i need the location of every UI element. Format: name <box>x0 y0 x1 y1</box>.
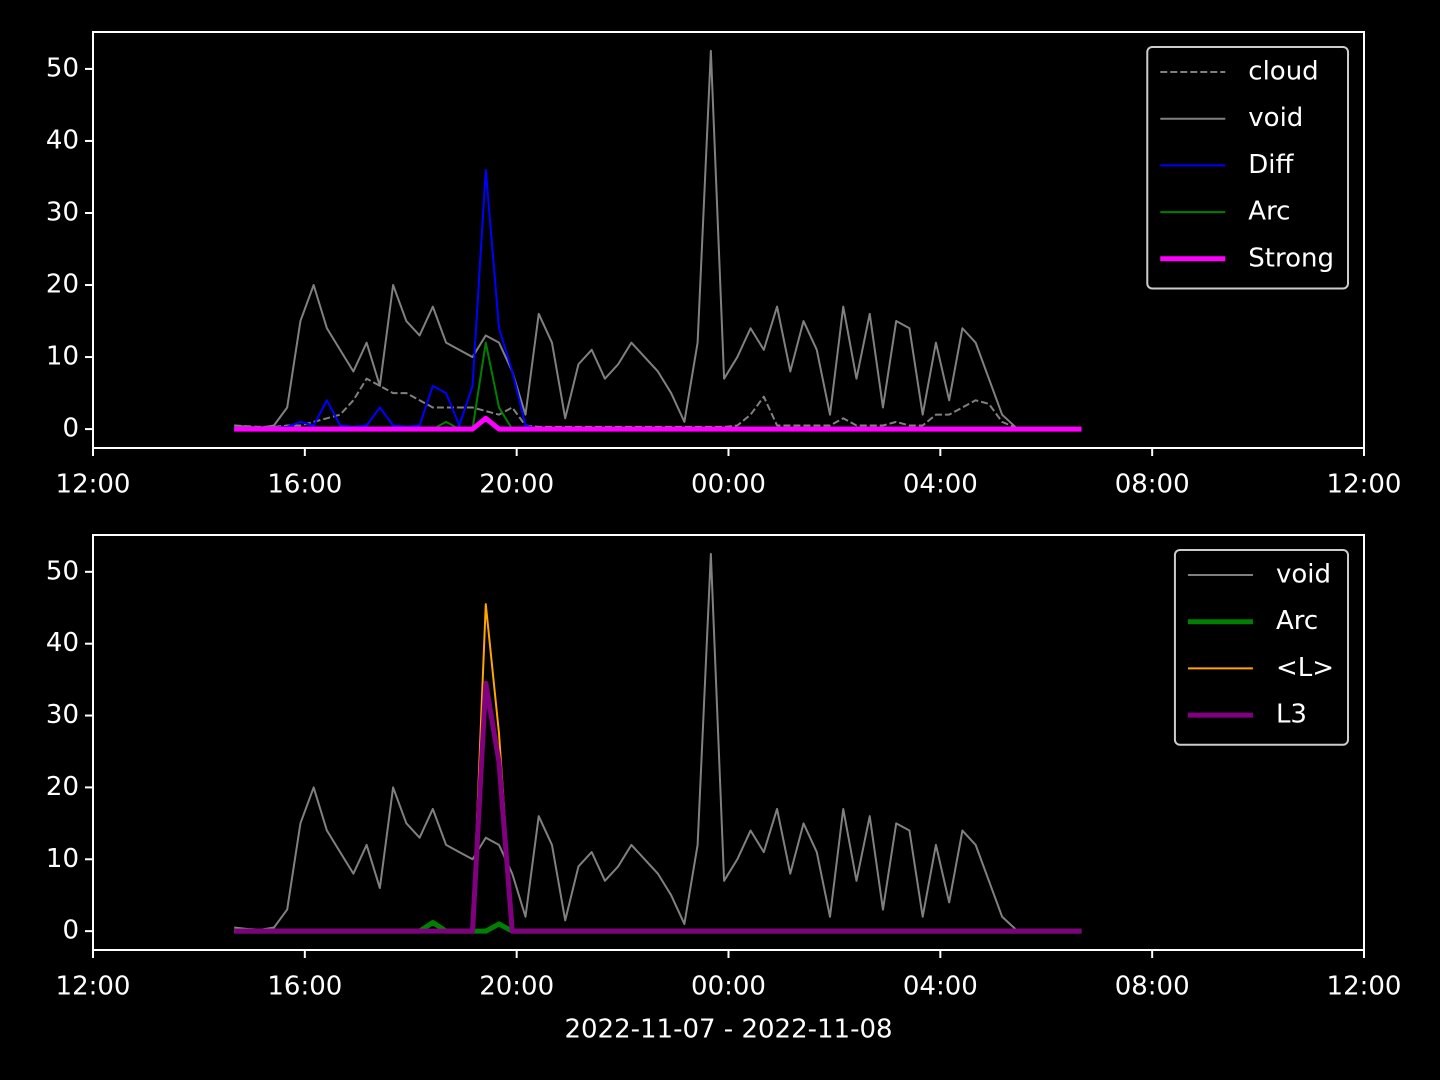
legend-label: <L> <box>1276 653 1334 683</box>
legend-label: Diff <box>1248 150 1294 180</box>
y-tick-label: 20 <box>46 772 79 802</box>
x-tick-label: 12:00 <box>56 470 131 500</box>
axes-frame <box>92 31 1365 449</box>
legend-label: void <box>1248 103 1303 133</box>
y-tick-label: 20 <box>46 270 79 300</box>
axes-frame <box>92 534 1365 951</box>
x-tick-label: 16:00 <box>267 470 342 500</box>
legend-label: Strong <box>1248 243 1334 273</box>
y-tick-label: 10 <box>46 844 79 874</box>
x-tick-label: 12:00 <box>1327 470 1402 500</box>
x-tick-label: 00:00 <box>691 470 766 500</box>
legend-label: Arc <box>1276 606 1318 636</box>
y-tick-label: 40 <box>46 628 79 658</box>
legend-label: cloud <box>1248 57 1318 87</box>
series-line <box>234 680 1082 934</box>
legend: cloud void Diff Arc Strong <box>1146 46 1349 290</box>
x-tick-label: 00:00 <box>691 972 766 1002</box>
x-axis-label: 2022-11-07 - 2022-11-08 <box>564 1015 892 1045</box>
x-tick-label: 16:00 <box>267 972 342 1002</box>
x-tick-label: 20:00 <box>479 972 554 1002</box>
y-tick-label: 0 <box>62 916 79 946</box>
y-tick-label: 0 <box>62 414 79 444</box>
y-tick-label: 30 <box>46 700 79 730</box>
series-line <box>234 415 1082 432</box>
y-tick-label: 50 <box>46 556 79 586</box>
legend-label: L3 <box>1276 700 1307 730</box>
legend-label: void <box>1276 560 1331 590</box>
legend: void Arc <L> L3 <box>1173 549 1349 746</box>
y-tick-label: 10 <box>46 342 79 372</box>
x-tick-label: 08:00 <box>1115 470 1190 500</box>
x-tick-label: 08:00 <box>1115 972 1190 1002</box>
y-tick-label: 40 <box>46 125 79 155</box>
x-tick-label: 20:00 <box>479 470 554 500</box>
series-line <box>234 377 1016 429</box>
legend-label: Arc <box>1248 197 1290 227</box>
y-tick-label: 50 <box>46 53 79 83</box>
legend-frame <box>1173 549 1349 746</box>
x-tick-label: 12:00 <box>56 972 131 1002</box>
series-line <box>234 49 1017 429</box>
x-tick-label: 04:00 <box>903 470 978 500</box>
y-tick-label: 30 <box>46 197 79 227</box>
legend-frame <box>1146 46 1349 290</box>
x-tick-label: 04:00 <box>903 972 978 1002</box>
x-tick-label: 12:00 <box>1327 972 1402 1002</box>
series-line <box>234 552 1017 931</box>
